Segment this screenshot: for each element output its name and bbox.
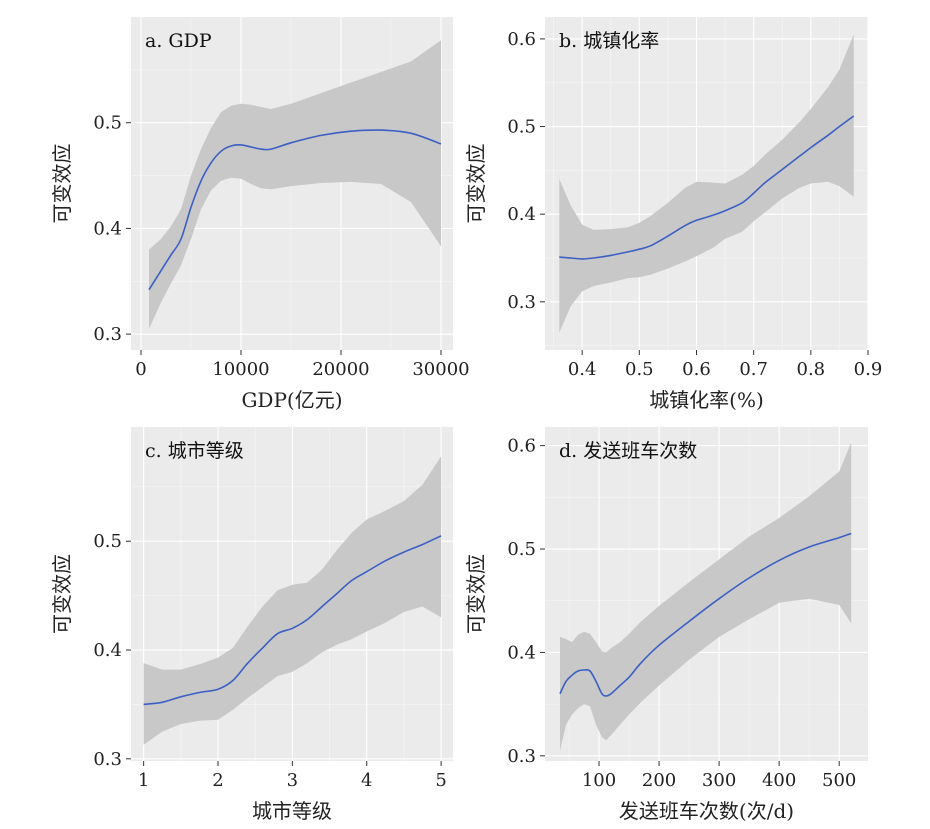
y-tick-label: 0.4: [507, 642, 536, 663]
x-tick-label: 0.9: [854, 359, 883, 380]
x-tick-label: 300: [702, 770, 736, 791]
x-tick-label: 0.8: [797, 359, 826, 380]
x-tick-label: 3: [287, 770, 298, 791]
x-tick-label: 0.4: [568, 359, 597, 380]
y-axis-title: 可变效应: [464, 554, 488, 634]
x-axis-title: 发送班车次数(次/d): [619, 799, 794, 823]
y-tick-label: 0.4: [507, 204, 536, 225]
x-tick-label: 0.6: [682, 359, 711, 380]
panel-title: b. 城镇化率: [559, 30, 659, 52]
fit-line: [559, 115, 855, 260]
y-axis-title: 可变效应: [50, 554, 74, 634]
y-tick-label: 0.5: [507, 117, 536, 138]
x-tick-label: 10000: [212, 359, 269, 380]
y-tick-label: 0.5: [93, 113, 122, 134]
x-tick-label: 500: [822, 770, 856, 791]
y-axis-title: 可变效应: [464, 144, 488, 224]
y-tick-label: 0.3: [507, 746, 536, 767]
y-axis-title: 可变效应: [50, 144, 74, 224]
x-tick-label: 200: [642, 770, 676, 791]
panel-title: c. 城市等级: [145, 440, 244, 462]
y-tick-label: 0.5: [93, 531, 122, 552]
y-tick-label: 0.3: [507, 292, 536, 313]
y-tick-label: 0.6: [507, 29, 536, 50]
x-tick-label: 0.7: [739, 359, 768, 380]
panel-b-urbanization-rate: 0.4 0.5 0.6 0.7 0.8 0.9 0.3 0.4 0.5 0.6 b. 城镇化率城镇化…: [464, 17, 882, 412]
x-axis-title: GDP(亿元): [241, 388, 342, 412]
x-tick-label: 5: [435, 770, 446, 791]
fit-line: [143, 535, 442, 706]
confidence-band: [559, 34, 854, 333]
x-tick-label: 1: [138, 770, 149, 791]
y-tick-label: 0.4: [93, 218, 122, 239]
panel-d-bus-departures: 100 200 300 400 500 0.3 0.4 0.5 0.6 d. 发送班车次数发送班车…: [464, 427, 868, 823]
x-tick-label: 4: [361, 770, 372, 791]
x-tick-label: 2: [212, 770, 223, 791]
y-tick-label: 0.3: [93, 749, 122, 770]
confidence-band: [149, 40, 441, 329]
x-tick-label: 400: [762, 770, 796, 791]
y-tick-label: 0.4: [93, 640, 122, 661]
x-tick-label: 100: [582, 770, 616, 791]
panel-a-gdp: 0 10000 20000 30000 0.3 0.4 0.5 a. GDP GDP(亿元) 可变…: [50, 17, 470, 412]
x-tick-label: 0.5: [625, 359, 654, 380]
y-tick-label: 0.6: [507, 436, 536, 457]
panel-title: a. GDP: [145, 30, 212, 52]
fit-line: [148, 129, 442, 291]
x-axis-title: 城市等级: [252, 799, 332, 823]
confidence-band: [143, 456, 442, 745]
x-tick-label: 0: [135, 359, 146, 380]
fit-line: [559, 532, 852, 697]
y-tick-label: 0.3: [93, 324, 122, 345]
x-axis-title: 城镇化率(%): [649, 388, 764, 412]
y-tick-label: 0.5: [507, 539, 536, 560]
panel-title: d. 发送班车次数: [559, 440, 697, 462]
x-tick-label: 30000: [412, 359, 469, 380]
x-tick-label: 20000: [312, 359, 369, 380]
